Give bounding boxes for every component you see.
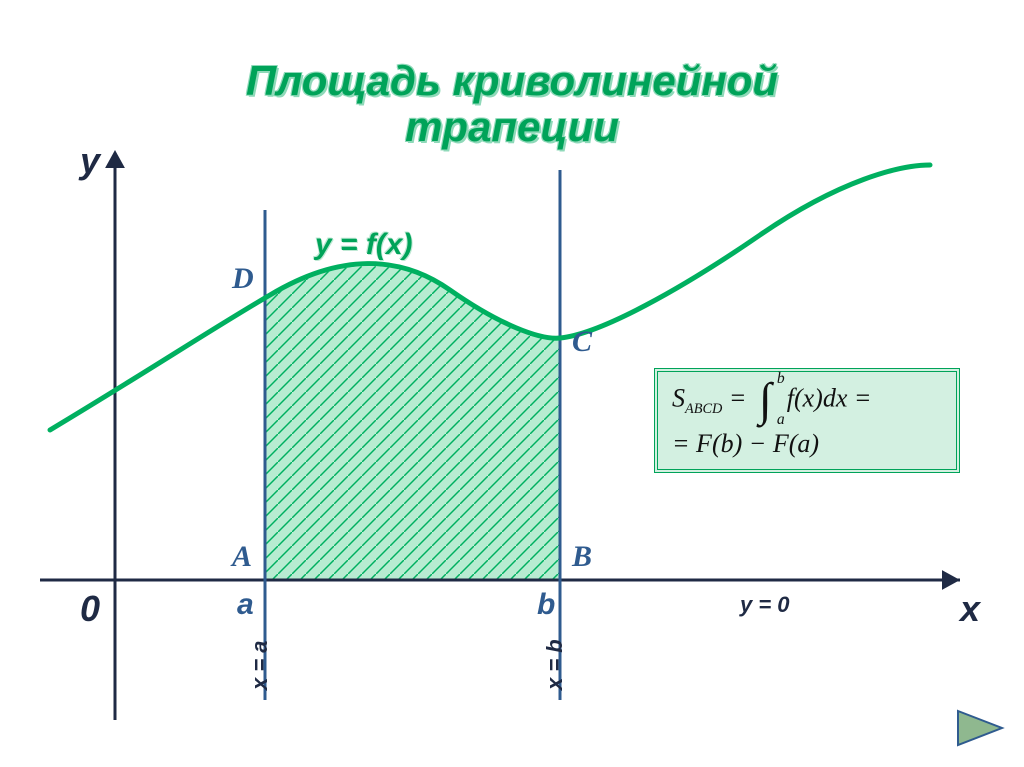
formula-f: f xyxy=(787,384,794,413)
tick-b: b xyxy=(537,588,555,622)
point-B: B xyxy=(572,540,592,574)
x-axis-label: x xyxy=(960,588,980,630)
next-button[interactable] xyxy=(954,707,1006,749)
title-line1: Площадь криволинейной xyxy=(246,57,778,104)
formula-Fb-b: b xyxy=(721,429,734,458)
point-A: A xyxy=(232,540,252,574)
formula-eq1: = xyxy=(729,384,747,413)
formula-sub: ABCD xyxy=(685,401,722,417)
formula-S: S xyxy=(672,384,685,413)
formula-x: x xyxy=(803,384,815,413)
origin-label: 0 xyxy=(80,588,100,630)
int-upper: b xyxy=(777,370,785,388)
page-title: Площадь криволинейной трапеции xyxy=(0,28,1024,150)
yeq0-label: y = 0 xyxy=(740,592,790,618)
curve-label: y = f(x) xyxy=(315,228,413,262)
formula-Fa-F: F xyxy=(773,429,789,458)
formula-box: SABCD = ∫ b a f(x)dx = = F(b) − F(a) xyxy=(654,368,960,473)
formula-line1: SABCD = ∫ b a f(x)dx = xyxy=(672,382,942,419)
tick-a: a xyxy=(237,588,254,622)
formula-eq3: = xyxy=(672,429,690,458)
play-icon xyxy=(954,707,1006,749)
formula-dx: dx xyxy=(823,384,848,413)
formula-line2: = F(b) − F(a) xyxy=(672,429,942,459)
point-C: C xyxy=(572,325,592,359)
integral-icon: ∫ b a xyxy=(759,382,772,419)
point-D: D xyxy=(232,262,254,296)
xeqa-label: x = a xyxy=(247,640,273,690)
plot-area: y x 0 D C A B a b y = f(x) x = a x = b y… xyxy=(40,140,980,720)
formula-Fa-a: a xyxy=(797,429,810,458)
formula-minus: − xyxy=(749,429,767,458)
xeqb-label: x = b xyxy=(542,639,568,690)
y-axis-label: y xyxy=(80,140,100,182)
formula-Fb-F: F xyxy=(696,429,712,458)
int-lower: a xyxy=(777,411,785,429)
formula-eq2: = xyxy=(854,384,872,413)
